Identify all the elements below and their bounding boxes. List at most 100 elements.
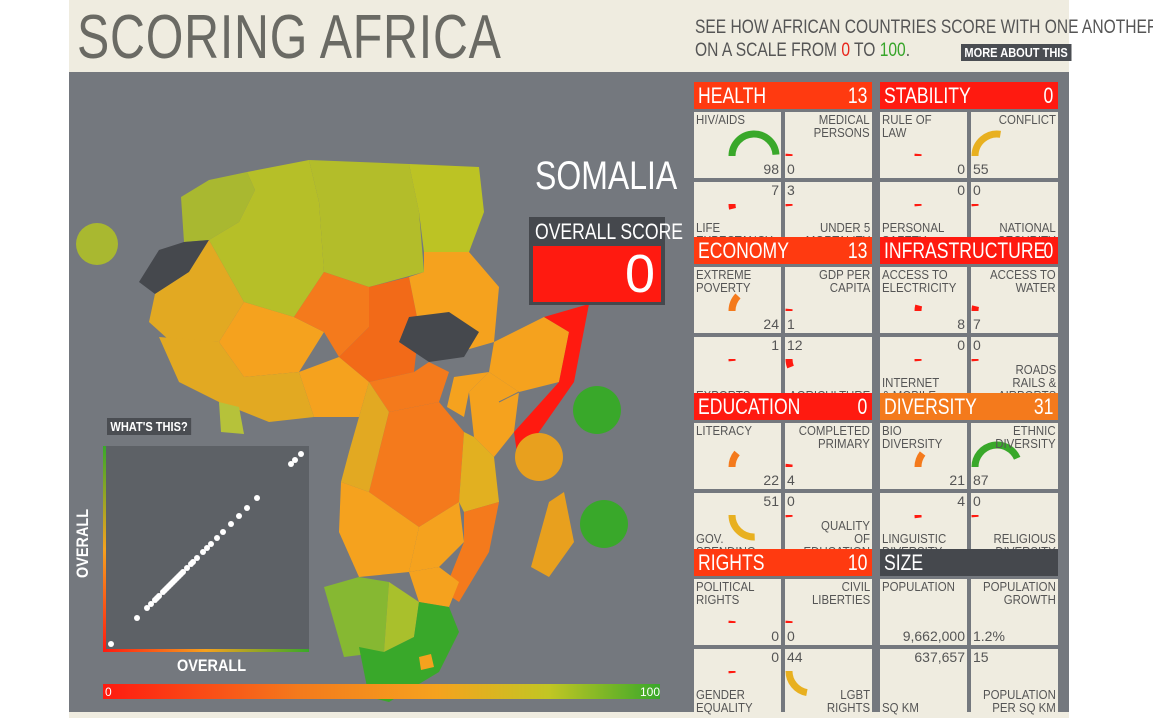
panel-title: ECONOMY: [698, 238, 789, 263]
indicator-cell[interactable]: RULE OF LAW 0: [880, 112, 967, 178]
panel-economy: ECONOMY 13 EXTREME POVERTY 24 GDP PER CA…: [694, 237, 872, 403]
scatter-point[interactable]: [180, 569, 186, 575]
country-drc: [369, 402, 464, 527]
indicator-cell[interactable]: GDP PER CAPITA 1: [785, 267, 872, 333]
panel-header-infrastructure[interactable]: INFRASTRUCTURE 0: [880, 237, 1058, 264]
scatter-point[interactable]: [190, 559, 196, 565]
country-ghana: [219, 402, 244, 434]
indicator-cell[interactable]: POLITICAL RIGHTS 0: [694, 579, 781, 645]
panel-cells: LITERACY 22 COMPLETED PRIMARY 4 GOV. SPE…: [694, 423, 872, 559]
subtitle-end: .: [905, 40, 911, 61]
indicator-label: LGBT RIGHTS: [826, 687, 870, 715]
indicator-label: COMPLETED PRIMARY: [798, 423, 870, 451]
indicator-cell[interactable]: LITERACY 22: [694, 423, 781, 489]
indicator-cell[interactable]: POPULATION PER SQ KM 15: [971, 649, 1058, 715]
gauge-arc: [728, 450, 740, 468]
scatter-point[interactable]: [236, 513, 242, 519]
indicator-cell[interactable]: COMPLETED PRIMARY 4: [785, 423, 872, 489]
scatter-point[interactable]: [148, 601, 154, 607]
subtitle-line-1: SEE HOW AFRICAN COUNTRIES SCORE WITH ONE…: [695, 17, 1153, 38]
overall-score-label: OVERALL SCORE: [535, 219, 684, 244]
country-niger: [294, 272, 369, 357]
indicator-cell[interactable]: POPULATION 9,662,000: [880, 579, 967, 645]
scatter-point[interactable]: [228, 521, 234, 527]
panel-header-health[interactable]: HEALTH 13: [694, 82, 872, 109]
indicator-cell[interactable]: EXTREME POVERTY 24: [694, 267, 781, 333]
gauge-arc: [971, 441, 1021, 468]
country-car: [369, 362, 449, 412]
panel-cells: RULE OF LAW 0 CONFLICT 55 PERSONAL SAFET…: [880, 112, 1058, 248]
indicator-value: 7: [973, 316, 981, 332]
panel-diversity: DIVERSITY 31 BIO DIVERSITY 21 ETHNIC DIV…: [880, 393, 1058, 559]
indicator-cell[interactable]: LINGUISTIC DIVERSITY 4: [880, 493, 967, 559]
scatter-point[interactable]: [134, 615, 140, 621]
app-frame: SCORING AFRICA SEE HOW AFRICAN COUNTRIES…: [69, 0, 1153, 718]
indicator-cell[interactable]: SQ KM 637,657: [880, 649, 967, 715]
whats-this-button[interactable]: WHAT'S THIS?: [107, 418, 192, 435]
indicator-value: 0: [771, 628, 779, 644]
indicator-cell[interactable]: EXPORTS 1: [694, 337, 781, 403]
scatter-point[interactable]: [194, 555, 200, 561]
scatter-point[interactable]: [244, 505, 250, 511]
africa-map[interactable]: [69, 72, 629, 712]
scatter-point[interactable]: [254, 495, 260, 501]
country-morocco: [181, 172, 255, 242]
scatter-point[interactable]: [208, 541, 214, 547]
indicator-value: 44: [787, 649, 803, 665]
indicator-cell[interactable]: ACCESS TO ELECTRICITY 8: [880, 267, 967, 333]
scatter-point[interactable]: [288, 461, 294, 467]
gauge-arc: [785, 514, 793, 518]
indicator-cell[interactable]: CONFLICT 55: [971, 112, 1058, 178]
indicator-cell[interactable]: BIO DIVERSITY 21: [880, 423, 967, 489]
indicator-cell[interactable]: ACCESS TO WATER 7: [971, 267, 1058, 333]
indicator-cell[interactable]: GENDER EQUALITY 0: [694, 649, 781, 715]
scatter-point[interactable]: [298, 451, 304, 457]
scatter-point[interactable]: [108, 641, 114, 647]
gauge-arc: [914, 451, 926, 468]
panel-header-rights[interactable]: RIGHTS 10: [694, 549, 872, 576]
country-botswana: [384, 582, 419, 652]
indicator-value: 8: [957, 316, 965, 332]
indicator-cell[interactable]: POPULATION GROWTH 1.2%: [971, 579, 1058, 645]
country-egypt: [409, 164, 484, 252]
subtitle-max: 100: [879, 40, 906, 61]
gauge-arc: [914, 358, 922, 362]
indicator-cell[interactable]: ETHNIC DIVERSITY 87: [971, 423, 1058, 489]
panel-header-size[interactable]: SIZE: [880, 549, 1058, 576]
gauge-arc: [914, 514, 922, 519]
country-libya: [309, 160, 424, 287]
indicator-cell[interactable]: HIV/AIDS 98: [694, 112, 781, 178]
scatter-point[interactable]: [144, 605, 150, 611]
indicator-cell[interactable]: MEDICAL PERSONS 0: [785, 112, 872, 178]
indicator-value: 1: [771, 337, 779, 353]
scatter-point[interactable]: [220, 529, 226, 535]
indicator-value: 0: [957, 182, 965, 198]
indicator-label: BIO DIVERSITY: [882, 423, 943, 451]
indicator-label: ACCESS TO WATER: [990, 267, 1056, 295]
more-about-button[interactable]: MORE ABOUT THIS: [961, 44, 1072, 61]
scatter-plot[interactable]: [103, 446, 309, 652]
indicator-value: 98: [763, 161, 779, 177]
panel-header-economy[interactable]: ECONOMY 13: [694, 237, 872, 264]
scale-max-label: 100: [640, 685, 661, 699]
indicator-cell[interactable]: CIVIL LIBERTIES 0: [785, 579, 872, 645]
panel-header-stability[interactable]: STABILITY 0: [880, 82, 1058, 109]
indicator-cell[interactable]: LGBT RIGHTS 44: [785, 649, 872, 715]
scatter-point[interactable]: [156, 593, 162, 599]
panel-title: INFRASTRUCTURE: [884, 238, 1046, 263]
gauge-arc: [728, 293, 741, 312]
indicator-value: 0: [973, 337, 981, 353]
indicator-value: 0: [973, 182, 981, 198]
scatter-svg: [103, 446, 309, 652]
panel-header-education[interactable]: EDUCATION 0: [694, 393, 872, 420]
scatter-point[interactable]: [292, 457, 298, 463]
indicator-value: 637,657: [914, 649, 965, 665]
scatter-point[interactable]: [184, 565, 190, 571]
scatter-point[interactable]: [214, 535, 220, 541]
indicator-value: 22: [763, 472, 779, 488]
panel-cells: EXTREME POVERTY 24 GDP PER CAPITA 1 EXPO…: [694, 267, 872, 403]
scatter-point[interactable]: [204, 545, 210, 551]
scatter-point[interactable]: [200, 549, 206, 555]
panel-header-diversity[interactable]: DIVERSITY 31: [880, 393, 1058, 420]
scatter-y-axis: [103, 446, 106, 652]
